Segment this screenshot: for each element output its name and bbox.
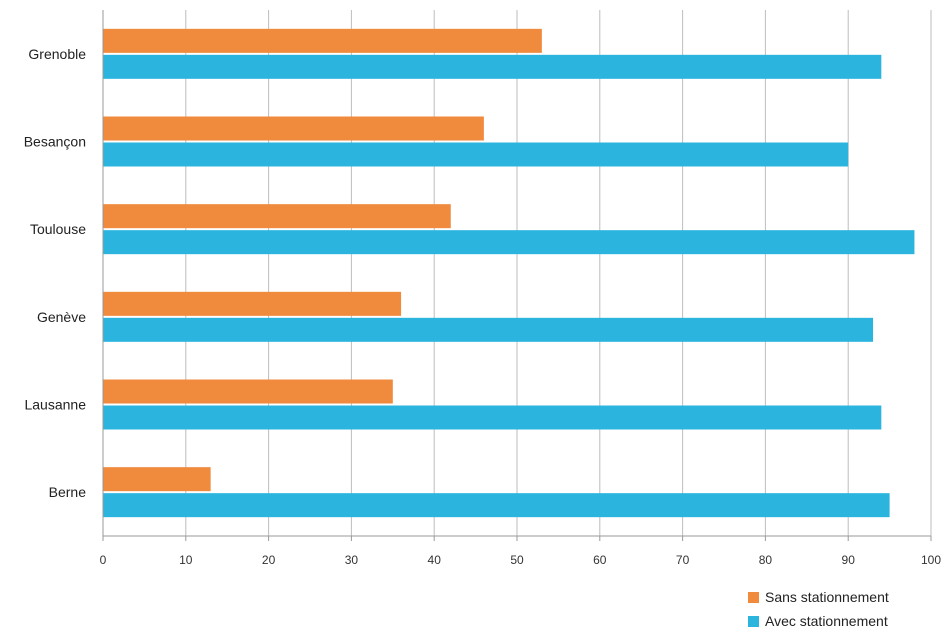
legend: Sans stationnement Avec stationnement xyxy=(748,585,889,633)
legend-item-avec: Avec stationnement xyxy=(748,609,889,633)
x-tick-label: 70 xyxy=(676,553,690,567)
axes xyxy=(102,10,932,541)
x-tick-label: 30 xyxy=(345,553,359,567)
bar-sans-5 xyxy=(103,467,211,492)
category-label: Besançon xyxy=(24,134,86,150)
bar-avec-1 xyxy=(103,142,849,167)
x-tick-label: 50 xyxy=(510,553,524,567)
legend-swatch-avec xyxy=(748,615,759,627)
x-tick-label: 100 xyxy=(921,553,941,567)
bar-avec-5 xyxy=(103,493,890,518)
bar-sans-2 xyxy=(103,204,451,229)
bar-sans-1 xyxy=(103,116,484,141)
category-label: Genève xyxy=(37,309,86,325)
category-labels: Grenoble Besançon Toulouse Genève Lausanne Be… xyxy=(24,46,86,500)
category-label: Grenoble xyxy=(28,46,86,62)
gridlines xyxy=(185,10,932,536)
x-tick-label: 20 xyxy=(262,553,276,567)
x-tick-label: 10 xyxy=(179,553,193,567)
x-tick-label: 40 xyxy=(428,553,442,567)
bar-avec-4 xyxy=(103,405,882,430)
bar-avec-2 xyxy=(103,230,915,255)
x-tick-label: 60 xyxy=(593,553,607,567)
category-label: Berne xyxy=(49,484,87,500)
bar-sans-0 xyxy=(103,28,542,53)
category-label: Lausanne xyxy=(24,397,86,413)
bar-sans-3 xyxy=(103,291,402,316)
bar-sans-4 xyxy=(103,379,393,404)
category-label: Toulouse xyxy=(30,221,86,237)
x-tick-label: 90 xyxy=(842,553,856,567)
tick-labels: 0 10 20 30 40 50 60 70 80 90 100 xyxy=(100,553,942,567)
bars xyxy=(103,28,915,518)
legend-swatch-sans xyxy=(748,591,759,603)
bar-avec-3 xyxy=(103,317,874,342)
legend-label-sans: Sans stationnement xyxy=(765,589,889,605)
legend-item-sans: Sans stationnement xyxy=(748,585,889,609)
x-tick-label: 0 xyxy=(100,553,107,567)
x-tick-label: 80 xyxy=(759,553,773,567)
bar-avec-0 xyxy=(103,54,882,79)
legend-label-avec: Avec stationnement xyxy=(765,613,888,629)
